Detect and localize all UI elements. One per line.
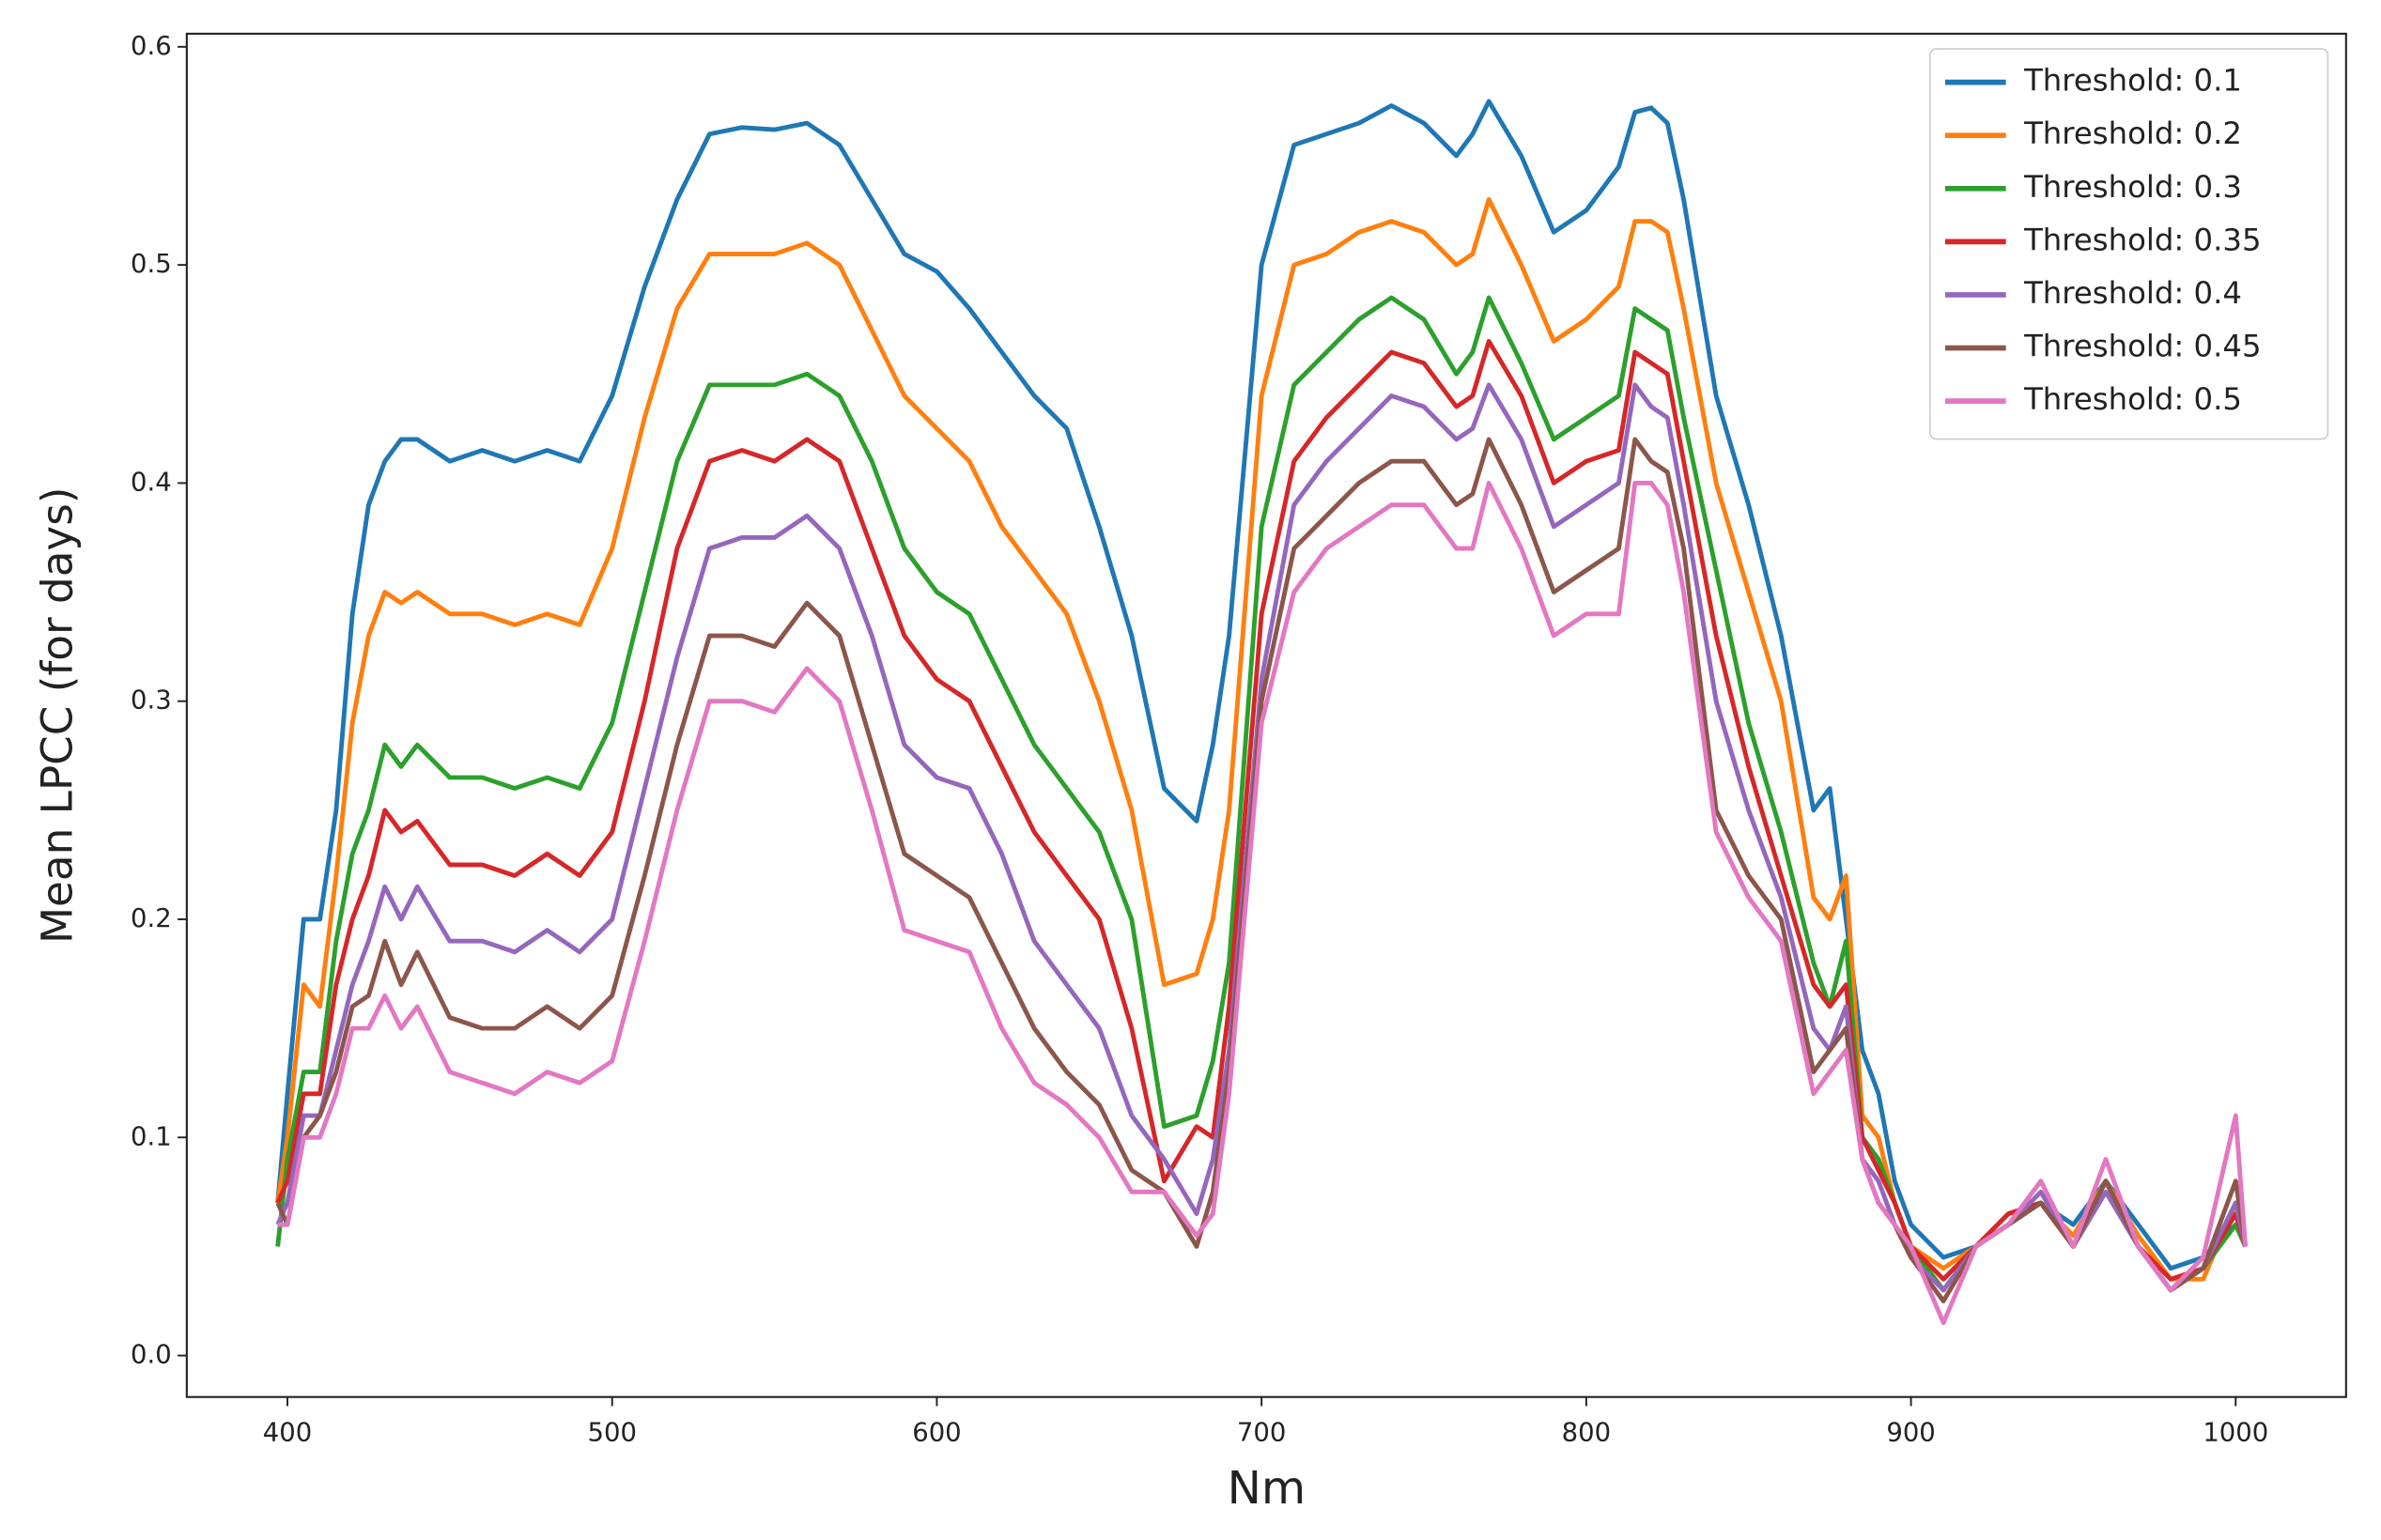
legend-label: Threshold: 0.35 <box>2023 222 2261 257</box>
x-tick-label: 700 <box>1237 1418 1286 1448</box>
x-tick-label: 900 <box>1886 1418 1935 1448</box>
legend-box <box>1929 48 2329 440</box>
x-tick-label: 500 <box>588 1418 637 1448</box>
y-tick-label: 0.6 <box>131 31 172 61</box>
x-axis-label: Nm <box>1228 1462 1306 1515</box>
y-tick-label: 0.0 <box>131 1340 172 1370</box>
plot-frame <box>185 32 2347 1398</box>
legend-label: Threshold: 0.1 <box>2023 63 2242 99</box>
x-tick-label: 400 <box>263 1418 312 1448</box>
x-tick-label: 1000 <box>2203 1418 2268 1448</box>
series-line <box>277 480 2249 1326</box>
legend-label: Threshold: 0.4 <box>2023 275 2242 311</box>
y-tick-label: 0.4 <box>131 467 172 497</box>
legend-label: Threshold: 0.3 <box>2023 169 2242 205</box>
series-line <box>275 99 2248 1271</box>
y-tick-label: 0.1 <box>131 1121 172 1151</box>
legend-label: Threshold: 0.2 <box>2023 116 2242 151</box>
y-axis-label: Mean LPCC (for days) <box>33 487 83 944</box>
x-tick-label: 800 <box>1562 1418 1611 1448</box>
y-tick-label: 0.5 <box>131 249 172 279</box>
legend-label: Threshold: 0.5 <box>2023 381 2242 417</box>
y-tick-label: 0.3 <box>131 685 172 716</box>
y-tick-label: 0.2 <box>131 903 172 933</box>
legend-label: Threshold: 0.45 <box>2023 329 2261 364</box>
x-tick-label: 600 <box>912 1418 961 1448</box>
series-line <box>275 339 2248 1282</box>
